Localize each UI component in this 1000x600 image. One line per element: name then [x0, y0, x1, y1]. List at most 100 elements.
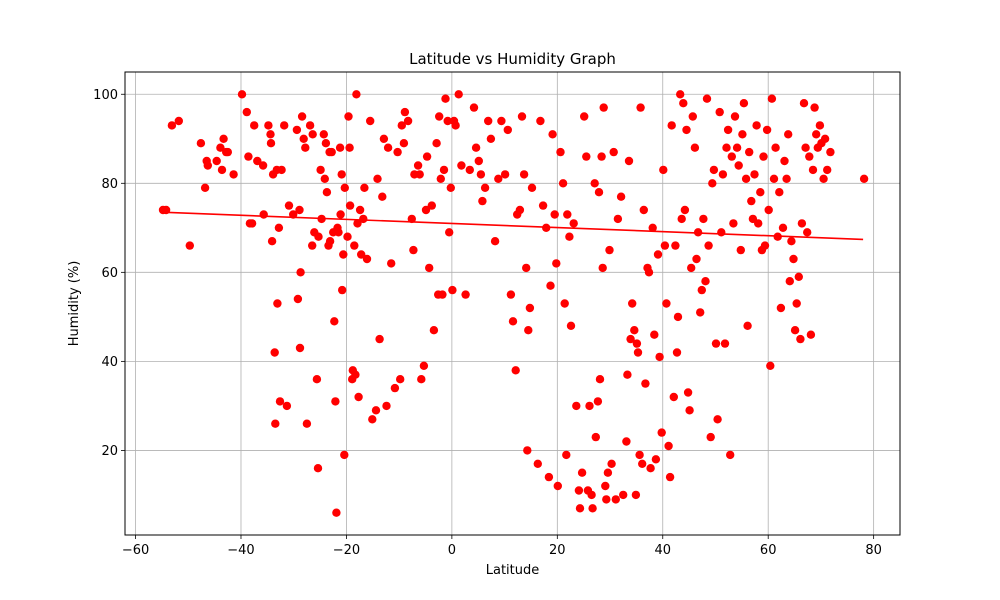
scatter-point	[603, 468, 613, 477]
scatter-point	[379, 134, 389, 143]
scatter-point	[362, 254, 372, 264]
scatter-point	[350, 241, 359, 250]
scatter-point	[766, 361, 775, 370]
scatter-point	[553, 481, 562, 491]
scatter-point	[237, 90, 247, 99]
scatter-point	[641, 379, 650, 388]
scatter-point	[794, 272, 803, 281]
y-tick-label: 80	[101, 177, 118, 192]
scatter-point	[679, 99, 688, 108]
scatter-point	[709, 165, 719, 175]
scatter-point	[601, 481, 610, 491]
scatter-point	[812, 130, 821, 139]
scatter-point	[448, 285, 457, 295]
regression-line-group	[161, 211, 864, 241]
scatter-point	[599, 103, 608, 112]
scatter-point	[823, 165, 832, 175]
scatter-point	[415, 170, 424, 179]
scatter-point	[494, 174, 503, 183]
scatter-point	[623, 370, 632, 379]
scatter-point	[270, 348, 279, 357]
scatter-point	[438, 290, 447, 299]
scatter-point	[461, 290, 470, 299]
scatter-point	[785, 277, 794, 286]
scatter-point	[775, 188, 784, 197]
scatter-point	[745, 147, 754, 157]
scatter-point	[585, 401, 594, 411]
scatter-point	[523, 446, 532, 455]
scatter-point	[296, 268, 305, 277]
scatter-point	[803, 228, 812, 237]
scatter-point	[327, 147, 336, 157]
scatter-point	[429, 326, 439, 335]
scatter-point	[500, 170, 510, 179]
scatter-point	[718, 170, 728, 179]
scatter-point	[764, 205, 773, 215]
scatter-point	[616, 192, 626, 201]
scatter-point	[445, 228, 454, 237]
scatter-point	[826, 147, 835, 157]
y-tick-label: 20	[101, 444, 118, 459]
scatter-point	[736, 245, 745, 255]
scatter-point	[299, 134, 308, 143]
scatter-point	[699, 214, 708, 224]
scatter-point	[454, 90, 463, 99]
scatter-point	[524, 326, 533, 335]
scatter-point	[312, 375, 322, 384]
scatter-point	[577, 468, 587, 477]
scatter-point	[789, 254, 798, 264]
scatter-point	[297, 112, 307, 121]
scatter-point	[556, 147, 565, 157]
scatter-point	[806, 330, 816, 339]
x-tick-label: 80	[865, 543, 882, 558]
scatter-point	[357, 250, 366, 259]
scatter-point	[676, 90, 685, 99]
scatter-point	[859, 174, 869, 183]
scatter-point	[517, 112, 527, 121]
scatter-point	[515, 205, 525, 215]
scatter-point	[630, 326, 639, 335]
scatter-point	[704, 241, 713, 250]
scatter-point	[664, 441, 673, 451]
regression-line	[161, 211, 864, 241]
scatter-point	[648, 223, 657, 232]
scatter-point	[432, 139, 441, 148]
scatter-point	[271, 419, 280, 428]
scatter-point	[508, 317, 518, 326]
scatter-point	[544, 472, 554, 482]
scatter-point	[277, 165, 286, 175]
y-tick-label: 100	[93, 88, 118, 103]
scatter-point	[345, 143, 354, 152]
scatter-point	[607, 459, 616, 468]
scatter-point	[417, 375, 426, 384]
scatter-point	[685, 406, 694, 415]
scatter-point	[393, 147, 402, 157]
scatter-point	[690, 143, 700, 152]
scatter-point	[320, 174, 329, 183]
scatter-point	[792, 299, 801, 308]
scatter-point	[696, 308, 705, 317]
scatter-point	[638, 459, 647, 468]
scatter-point	[352, 90, 361, 99]
y-tick-label: 40	[101, 355, 118, 370]
scatter-point	[167, 121, 177, 130]
scatter-point	[413, 161, 423, 170]
scatter-point	[446, 183, 455, 192]
scatter-point	[355, 205, 365, 215]
scatter-point	[594, 188, 604, 197]
x-tick-label: −60	[122, 543, 149, 558]
scatter-point	[200, 183, 210, 192]
scatter-point	[422, 152, 432, 161]
scatter-point	[595, 375, 605, 384]
scatter-point	[476, 170, 486, 179]
scatter-point	[548, 130, 557, 139]
scatter-point	[572, 401, 581, 411]
scatter-point	[738, 130, 747, 139]
scatter-point	[382, 401, 391, 411]
scatter-point	[715, 107, 724, 117]
scatter-point	[313, 464, 323, 473]
scatter-point	[527, 183, 537, 192]
scatter-point	[713, 415, 722, 424]
scatter-point	[769, 174, 779, 183]
